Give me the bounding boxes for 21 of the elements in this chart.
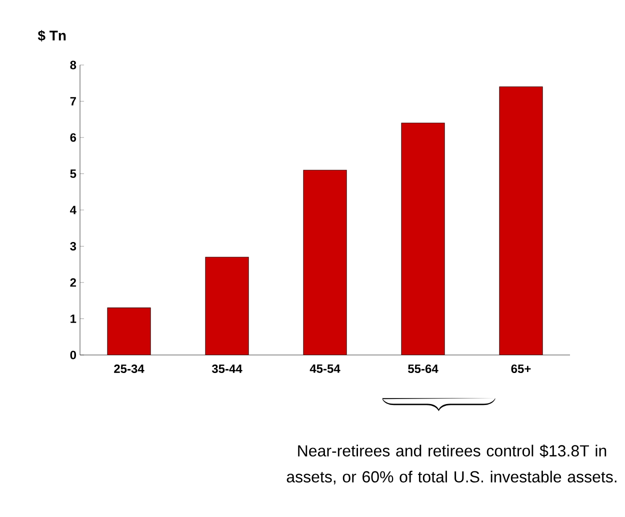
y-tick-label: 3: [70, 242, 76, 250]
bar: [205, 256, 249, 355]
x-tick-label: 35-44: [212, 364, 242, 374]
y-tick-label: 7: [70, 97, 76, 106]
text: Near-retirees and retirees control $13.8T in assets, or 60% of total U.S. investable assets.: [286, 444, 616, 484]
y-tick-label: 5: [70, 170, 76, 178]
x-tick-label: 25-34: [114, 364, 144, 374]
bar: [303, 170, 347, 355]
y-tick-label: 8: [70, 60, 76, 70]
x-tick-label: 65+: [511, 364, 531, 374]
y-tick-label: 2: [70, 278, 76, 287]
bar: [401, 122, 445, 355]
y-tick-label: 1: [70, 314, 76, 323]
x-tick-label: 45-54: [310, 364, 340, 373]
x-tick-label: 55-64: [408, 364, 438, 374]
y-axis-title: $ Tn: [38, 30, 66, 42]
bar: [499, 86, 543, 355]
y-tick-label: 6: [70, 133, 76, 142]
bar: [107, 308, 151, 355]
y-tick-label: 0: [70, 350, 76, 360]
y-tick-label: 4: [70, 206, 76, 214]
